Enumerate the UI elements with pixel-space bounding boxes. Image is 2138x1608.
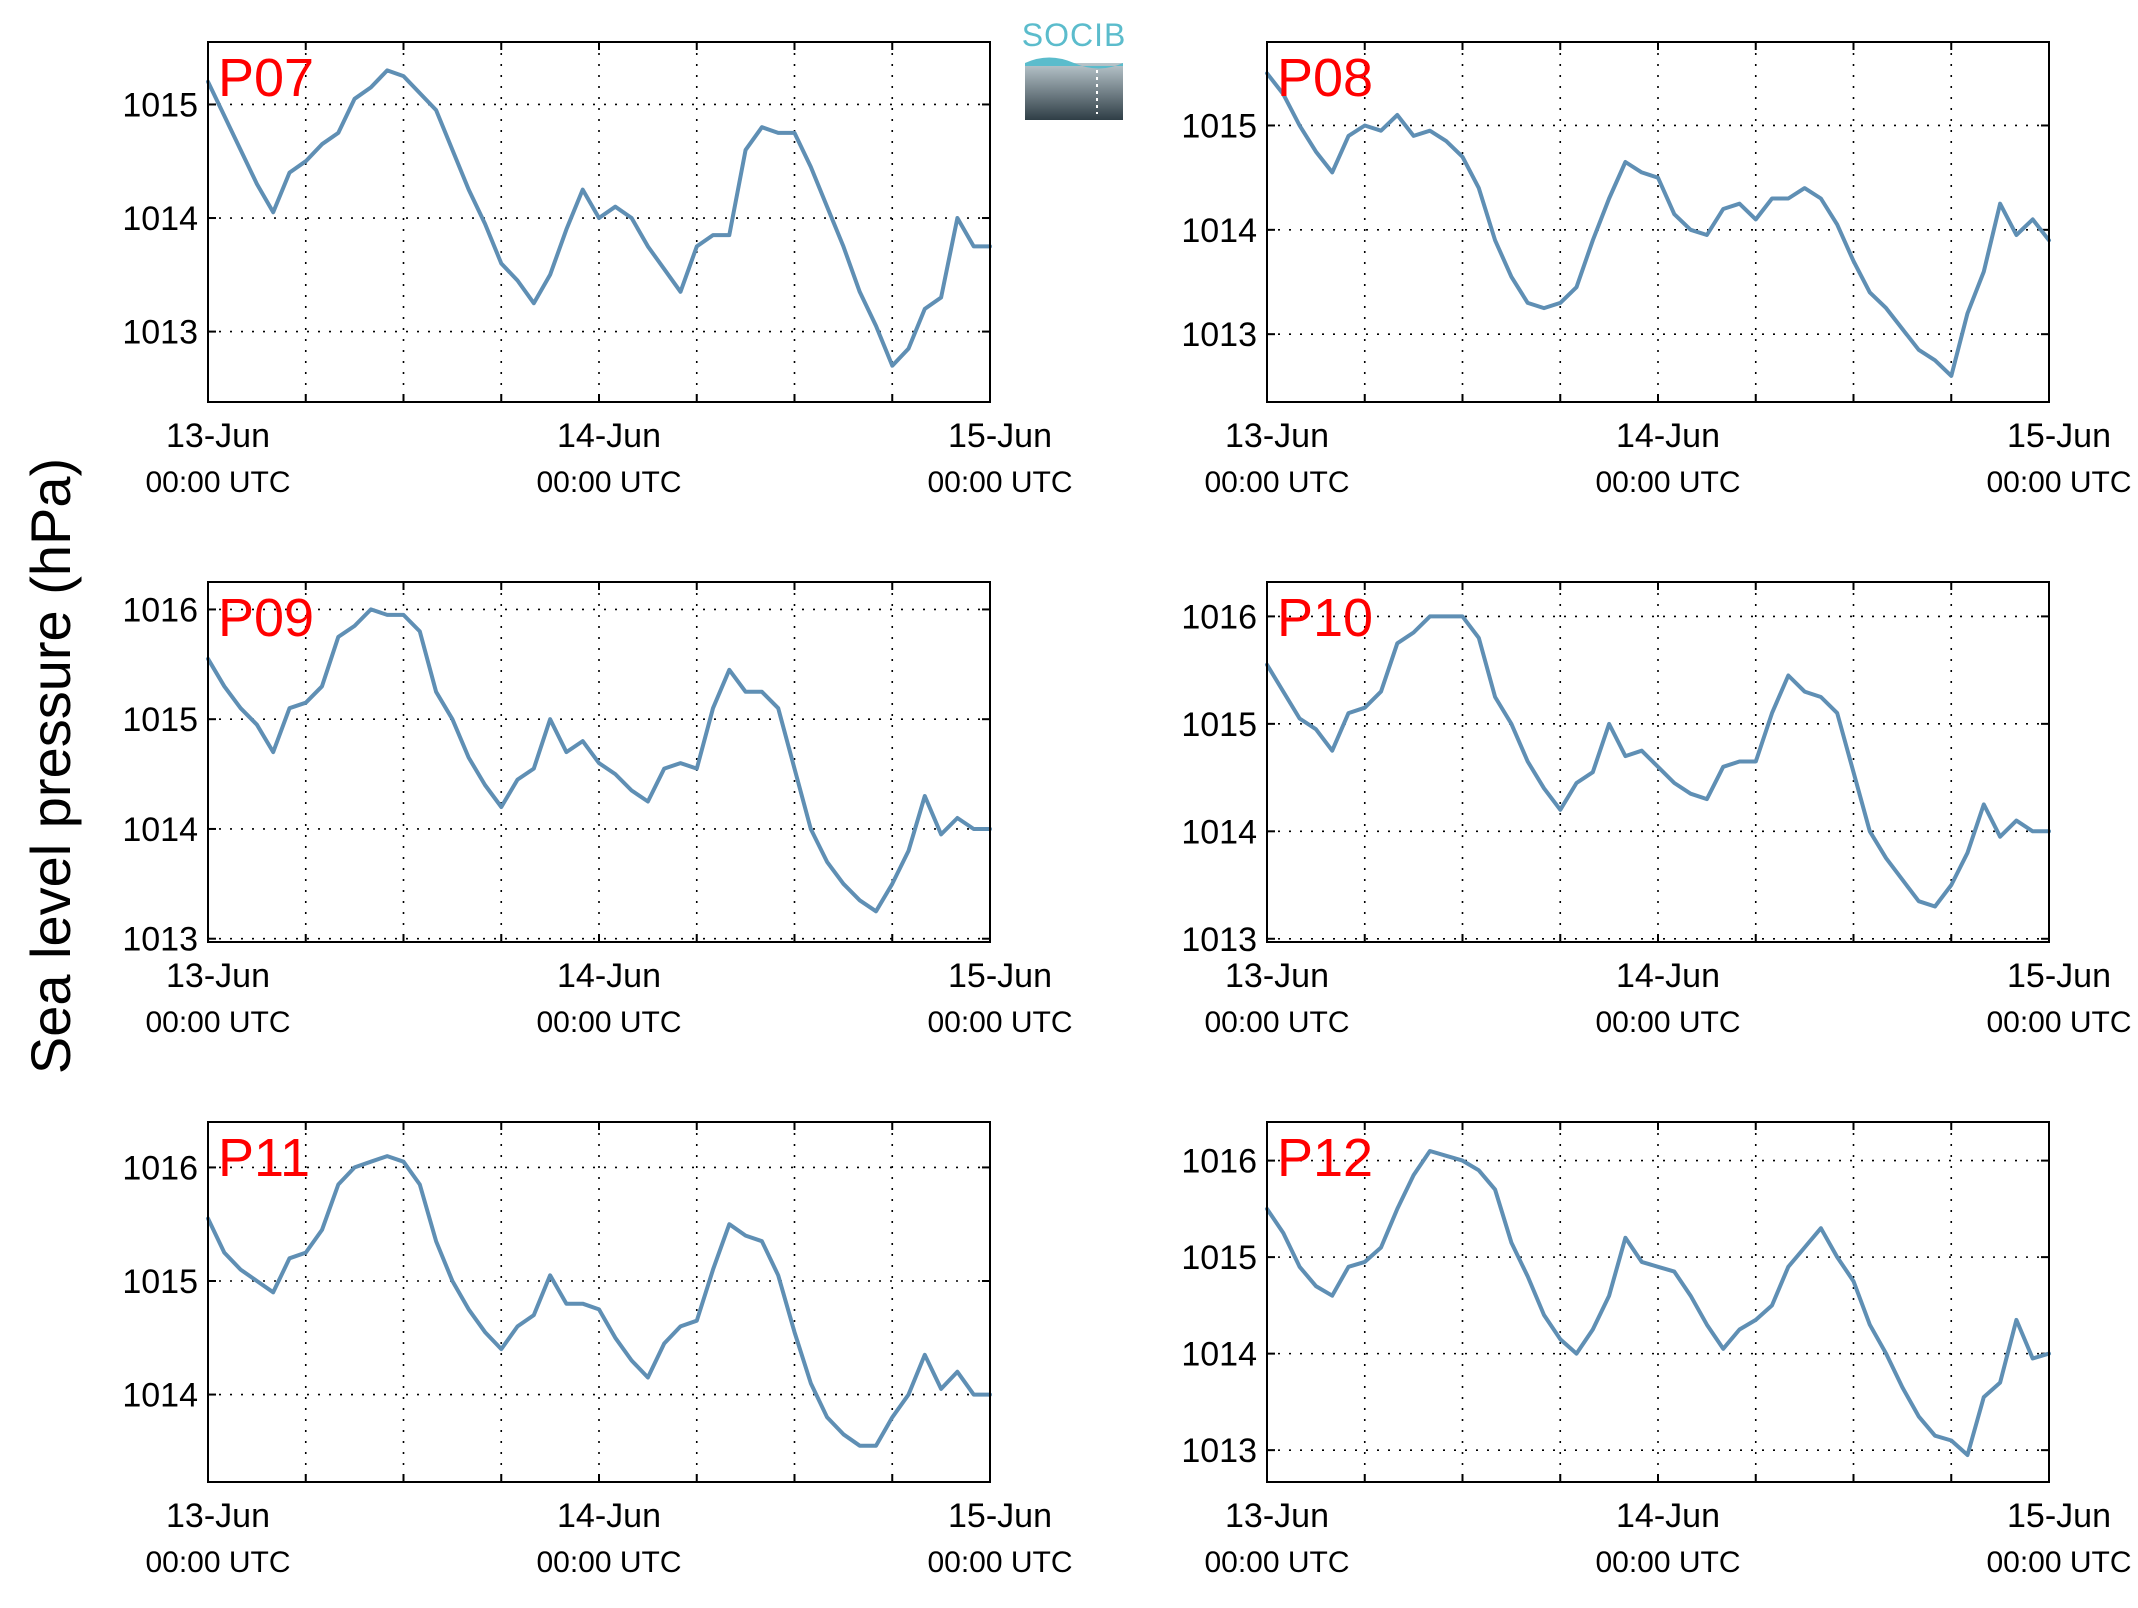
logo-wave	[1025, 57, 1123, 69]
x-tick-date-label: 13-Jun	[1225, 1497, 1329, 1535]
x-tick-time-label: 00:00 UTC	[145, 1006, 290, 1039]
station-label: P07	[218, 48, 314, 108]
y-tick-label: 1015	[1181, 107, 1257, 145]
y-tick-label: 1016	[122, 591, 198, 629]
socib-logo: SOCIB	[1022, 17, 1127, 120]
station-label: P08	[1277, 48, 1373, 108]
pressure-series-line	[1265, 1149, 2051, 1457]
panel-p07: 1013 1014 1015 13-Jun 00:00 UTC 14-Jun 00:00 U…	[122, 41, 1073, 499]
grid	[208, 42, 990, 402]
plot-frame	[1266, 41, 2050, 403]
x-tick-time-label: 00:00 UTC	[927, 1006, 1072, 1039]
y-tick-label: 1014	[122, 200, 198, 238]
y-tick-label: 1016	[1181, 1143, 1257, 1181]
y-tick-label: 1014	[1181, 1336, 1257, 1374]
plot-frame	[207, 581, 991, 943]
x-tick-date-label: 14-Jun	[557, 417, 661, 455]
logo-text: SOCIB	[1022, 17, 1127, 53]
grid	[208, 1122, 990, 1482]
station-label: P11	[218, 1128, 310, 1188]
x-tick-date-label: 13-Jun	[1225, 417, 1329, 455]
plot-frame	[207, 1121, 991, 1483]
x-tick-time-label: 00:00 UTC	[536, 1546, 681, 1579]
y-axis-label: Sea level pressure (hPa)	[19, 458, 82, 1074]
station-label: P10	[1277, 588, 1373, 648]
y-tick-label: 1015	[122, 1263, 198, 1301]
panel-p10: 1013 1014 1015 1016 13-Jun 00:00 UTC 14-Jun 00:…	[1181, 581, 2132, 1039]
x-tick-time-label: 00:00 UTC	[536, 466, 681, 499]
y-tick-label: 1014	[122, 811, 198, 849]
pressure-series-line	[206, 607, 992, 914]
y-tick-label: 1014	[122, 1377, 198, 1415]
x-tick-time-label: 00:00 UTC	[927, 466, 1072, 499]
y-tick-label: 1013	[122, 314, 198, 352]
x-tick-time-label: 00:00 UTC	[1986, 1546, 2131, 1579]
pressure-series-line	[1265, 71, 2051, 378]
x-tick-date-label: 15-Jun	[2007, 1497, 2111, 1535]
panel-p09: 1013 1014 1015 1016 13-Jun 00:00 UTC 14-Jun 00:…	[122, 581, 1073, 1039]
pressure-series-line	[206, 68, 992, 368]
panel-p11: 1014 1015 1016 13-Jun 00:00 UTC 14-Jun 00:00 U…	[122, 1121, 1073, 1579]
x-tick-time-label: 00:00 UTC	[1595, 466, 1740, 499]
tick-marks	[1266, 582, 2050, 942]
x-tick-date-label: 15-Jun	[948, 417, 1052, 455]
y-tick-label: 1015	[122, 701, 198, 739]
x-tick-date-label: 13-Jun	[166, 957, 270, 995]
y-tick-label: 1013	[1181, 316, 1257, 354]
x-tick-date-label: 14-Jun	[1616, 957, 1720, 995]
pressure-series-line	[206, 1154, 992, 1448]
x-tick-date-label: 15-Jun	[2007, 417, 2111, 455]
x-tick-time-label: 00:00 UTC	[927, 1546, 1072, 1579]
pressure-series-line	[1265, 614, 2051, 909]
x-tick-time-label: 00:00 UTC	[1595, 1006, 1740, 1039]
x-tick-date-label: 15-Jun	[948, 1497, 1052, 1535]
x-tick-time-label: 00:00 UTC	[1204, 466, 1349, 499]
y-tick-label: 1014	[1181, 813, 1257, 851]
tick-marks	[1266, 1122, 2050, 1482]
panel-p08: 1013 1014 1015 13-Jun 00:00 UTC 14-Jun 00:00 U…	[1181, 41, 2132, 499]
x-tick-date-label: 14-Jun	[1616, 417, 1720, 455]
x-tick-time-label: 00:00 UTC	[145, 466, 290, 499]
plot-frame	[1266, 1121, 2050, 1483]
y-tick-label: 1013	[122, 921, 198, 959]
y-tick-label: 1013	[1181, 1432, 1257, 1470]
y-tick-label: 1015	[122, 86, 198, 124]
x-tick-time-label: 00:00 UTC	[1595, 1546, 1740, 1579]
plot-frame	[1266, 581, 2050, 943]
tick-marks	[207, 42, 991, 402]
x-tick-date-label: 14-Jun	[557, 1497, 661, 1535]
panel-p12: 1013 1014 1015 1016 13-Jun 00:00 UTC 14-Jun 00:…	[1181, 1121, 2132, 1579]
logo-block	[1025, 63, 1123, 120]
x-tick-time-label: 00:00 UTC	[1204, 1006, 1349, 1039]
grid	[1267, 1122, 2049, 1482]
y-tick-label: 1016	[1181, 598, 1257, 636]
x-tick-date-label: 14-Jun	[1616, 1497, 1720, 1535]
grid	[1267, 42, 2049, 402]
tick-marks	[1266, 42, 2050, 402]
x-tick-date-label: 15-Jun	[948, 957, 1052, 995]
y-tick-label: 1013	[1181, 921, 1257, 959]
plot-frame	[207, 41, 991, 403]
station-label: P12	[1277, 1128, 1373, 1188]
y-tick-label: 1016	[122, 1149, 198, 1187]
x-tick-date-label: 15-Jun	[2007, 957, 2111, 995]
y-tick-label: 1015	[1181, 706, 1257, 744]
station-label: P09	[218, 588, 314, 648]
grid	[1267, 582, 2049, 942]
x-tick-time-label: 00:00 UTC	[1986, 466, 2131, 499]
y-tick-label: 1015	[1181, 1239, 1257, 1277]
tick-marks	[207, 1122, 991, 1482]
x-tick-time-label: 00:00 UTC	[536, 1006, 681, 1039]
x-tick-date-label: 13-Jun	[166, 1497, 270, 1535]
x-tick-date-label: 14-Jun	[557, 957, 661, 995]
x-tick-time-label: 00:00 UTC	[145, 1546, 290, 1579]
x-tick-time-label: 00:00 UTC	[1986, 1006, 2131, 1039]
y-tick-label: 1014	[1181, 212, 1257, 250]
x-tick-date-label: 13-Jun	[166, 417, 270, 455]
x-tick-date-label: 13-Jun	[1225, 957, 1329, 995]
x-tick-time-label: 00:00 UTC	[1204, 1546, 1349, 1579]
